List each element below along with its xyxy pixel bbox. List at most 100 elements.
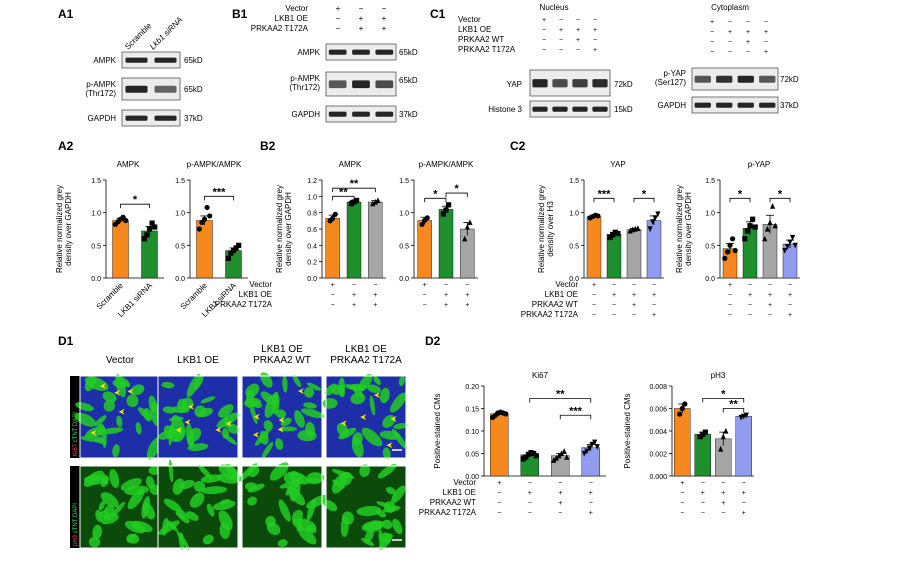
significance-label: *	[778, 188, 783, 200]
data-point	[792, 242, 798, 249]
significance-label: **	[350, 178, 359, 190]
condition-mark: +	[558, 500, 562, 507]
condition-mark: +	[576, 27, 580, 34]
blot-band	[759, 75, 776, 83]
arrow-marker	[278, 417, 285, 424]
bar	[417, 220, 432, 279]
y-tick-label: 0.10	[465, 429, 479, 436]
arrow-marker	[99, 383, 106, 390]
data-point	[233, 245, 239, 251]
condition-mark: −	[742, 500, 746, 507]
significance-label: **	[729, 399, 738, 411]
blot-size-label: 65kD	[399, 76, 418, 85]
data-point	[724, 249, 731, 255]
condition-mark: −	[721, 510, 725, 517]
condition-mark: +	[373, 302, 377, 309]
condition-label: PRKAA2 T172A	[521, 310, 579, 319]
chart-title: Ki67	[532, 371, 549, 380]
data-point	[702, 429, 708, 435]
blot-size-label: 65kD	[184, 85, 203, 94]
data-point	[375, 197, 381, 204]
data-point	[225, 255, 231, 261]
blot-row-label: (Thr172)	[85, 89, 116, 98]
data-point	[655, 211, 661, 218]
condition-mark: +	[423, 282, 427, 289]
significance-bracket	[769, 197, 791, 203]
micrograph	[322, 373, 408, 460]
condition-label: PRKAA2 WT	[532, 300, 578, 309]
condition-mark: −	[764, 19, 768, 26]
condition-mark: +	[593, 47, 597, 54]
blot-row-label: GAPDH	[658, 101, 687, 110]
condition-label: PRKAA2 T172A	[251, 24, 309, 33]
condition-label: PRKAA2 WT	[430, 498, 476, 507]
condition-mark: −	[728, 19, 732, 26]
column-label: PRKAA2 WT	[253, 355, 311, 366]
micrograph	[157, 459, 240, 550]
data-point	[236, 242, 242, 248]
condition-mark: −	[589, 500, 593, 507]
condition-mark: +	[764, 29, 768, 36]
blot-band	[532, 79, 548, 88]
condition-mark: −	[423, 292, 427, 299]
significance-label: *	[433, 188, 438, 200]
condition-mark: −	[680, 510, 684, 517]
condition-mark: −	[373, 282, 377, 289]
significance-label: *	[133, 194, 138, 206]
blot-size-label: 15kD	[614, 105, 633, 114]
bar	[586, 216, 602, 279]
condition-mark: +	[542, 17, 546, 24]
condition-mark: +	[373, 292, 377, 299]
blot-size-label: 65kD	[399, 48, 418, 57]
condition-mark: +	[465, 292, 469, 299]
blot-band	[532, 106, 548, 112]
condition-mark: +	[764, 49, 768, 56]
data-point	[551, 457, 557, 463]
data-point	[635, 225, 641, 231]
blot-row-label: GAPDH	[292, 110, 321, 119]
y-tick-label: 0.004	[649, 429, 667, 436]
condition-label: Vector	[555, 280, 578, 289]
data-point	[372, 198, 378, 205]
blot-band	[737, 75, 754, 83]
micrograph	[74, 374, 161, 460]
condition-mark: −	[721, 480, 725, 487]
data-point	[594, 444, 600, 450]
data-point	[586, 445, 593, 452]
data-point	[764, 225, 770, 232]
micrograph	[241, 372, 325, 459]
condition-mark: −	[528, 510, 532, 517]
data-point	[462, 235, 468, 242]
y-tick-label: 0.5	[399, 243, 409, 250]
condition-mark: −	[748, 302, 752, 309]
condition-mark: +	[710, 19, 714, 26]
bar	[742, 228, 758, 279]
data-point	[762, 235, 768, 242]
arrow-marker	[253, 413, 260, 420]
y-axis-label: density over GAPDH	[64, 192, 73, 266]
panel-label-B1: B1	[232, 7, 248, 21]
y-tick-label: 1.0	[91, 211, 101, 218]
significance-label: ***	[569, 405, 583, 417]
chart-title: p-AMPK/AMPK	[187, 160, 242, 169]
y-tick-label: 0.0	[91, 276, 101, 283]
c1-nucleus-blot	[529, 69, 611, 97]
condition-mark: +	[612, 292, 616, 299]
significance-bracket	[332, 187, 376, 193]
blot-band	[759, 102, 776, 108]
significance-label: ***	[213, 186, 227, 198]
condition-mark: +	[528, 490, 532, 497]
condition-label: LKB1 OE	[275, 14, 308, 23]
significance-bracket	[529, 398, 592, 403]
y-tick-label: 0.05	[465, 452, 479, 459]
condition-mark: +	[382, 24, 387, 33]
condition-mark: +	[742, 490, 746, 497]
blot-row-label: (Ser127)	[655, 78, 686, 87]
a1-blot	[121, 109, 181, 127]
y-tick-label: 1.0	[175, 211, 185, 218]
data-point	[503, 411, 509, 417]
bar	[490, 413, 509, 477]
condition-mark: −	[612, 282, 616, 289]
condition-mark: −	[558, 480, 562, 487]
blot-size-label: 72kD	[780, 75, 799, 84]
